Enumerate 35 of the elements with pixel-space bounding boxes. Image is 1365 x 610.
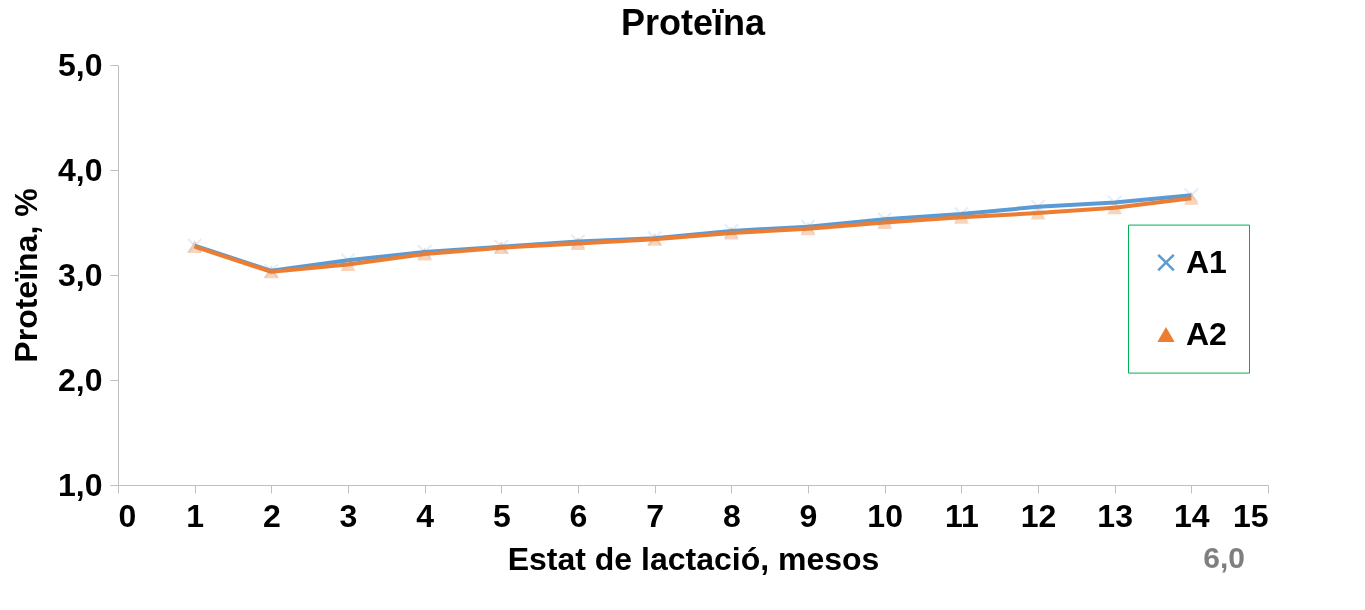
x-tick-label: 15 bbox=[1232, 497, 1269, 534]
x-tick-label: 9 bbox=[799, 497, 818, 534]
x-tick-label: 7 bbox=[646, 497, 665, 534]
y-tick-label: 5,0 bbox=[58, 46, 103, 83]
x-axis-title: Estat de lactació, mesos bbox=[507, 540, 880, 577]
x-tick-label: 5 bbox=[492, 497, 511, 534]
x-tick-label: 0 bbox=[118, 497, 137, 534]
x-tick-label: 3 bbox=[339, 497, 358, 534]
chart-title: Proteïna bbox=[620, 2, 766, 43]
x-tick-label: 11 bbox=[944, 497, 979, 534]
x-tick-label: 8 bbox=[722, 497, 741, 534]
x-tick-label: 4 bbox=[416, 497, 435, 534]
x-tick-label: 6 bbox=[569, 497, 588, 534]
legend-label: A1 bbox=[1186, 243, 1227, 280]
y-tick-label: 3,0 bbox=[58, 256, 103, 293]
y-tick-label: 1,0 bbox=[58, 466, 103, 503]
point bbox=[953, 210, 969, 224]
legend-label: A2 bbox=[1186, 315, 1227, 352]
y-tick-label: 4,0 bbox=[58, 151, 103, 188]
x-tick-label: 1 bbox=[186, 497, 205, 534]
x-tick-label: 10 bbox=[867, 497, 903, 534]
point bbox=[877, 216, 893, 229]
point bbox=[340, 258, 356, 271]
x-tick-label: 2 bbox=[262, 497, 281, 534]
point bbox=[1107, 201, 1123, 215]
point bbox=[1107, 195, 1123, 210]
x-tick-label: 14 bbox=[1174, 497, 1210, 534]
x-tick-label: 13 bbox=[1097, 497, 1133, 534]
y-tick-label: 2,0 bbox=[58, 361, 103, 398]
x-tick-label: 12 bbox=[1020, 497, 1057, 534]
point bbox=[1183, 191, 1199, 205]
point bbox=[1030, 199, 1046, 215]
point bbox=[1030, 206, 1046, 220]
y-axis-title: Proteïna, % bbox=[8, 188, 45, 363]
text: 6,0 bbox=[1203, 541, 1245, 575]
